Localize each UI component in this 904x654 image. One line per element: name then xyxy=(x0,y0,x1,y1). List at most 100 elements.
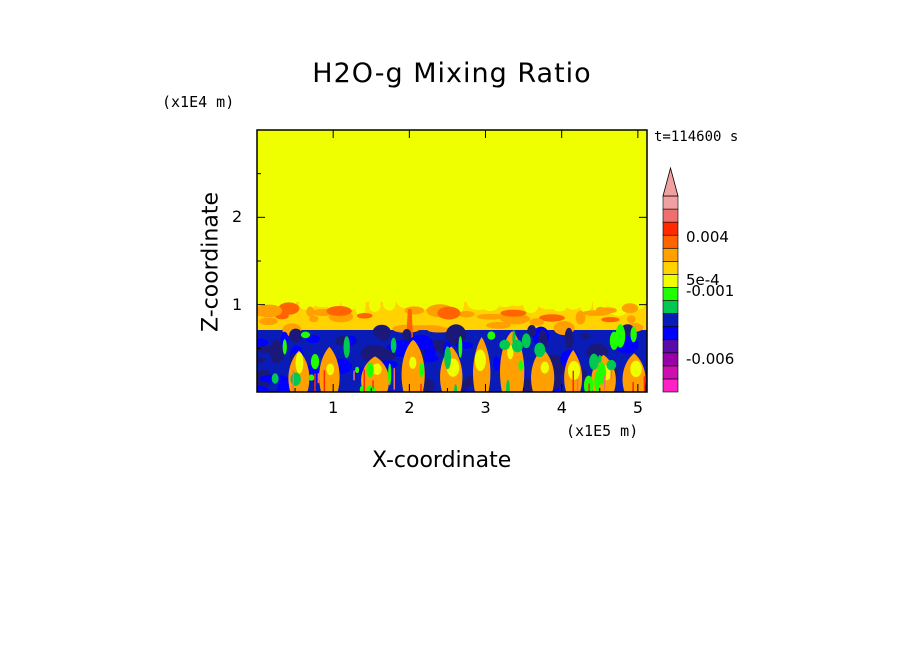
surface-streak xyxy=(603,375,606,391)
boundary-layer-swirl xyxy=(257,357,266,364)
updraft-core xyxy=(295,352,304,374)
mixed-layer-plume xyxy=(529,318,544,326)
colorbar-arrow xyxy=(662,166,679,197)
updraft-core xyxy=(474,349,486,372)
mixed-layer-plume xyxy=(427,327,452,333)
boundary-layer-swirl xyxy=(257,338,269,347)
boundary-layer-filament xyxy=(419,363,425,378)
boundary-layer-filament xyxy=(606,359,617,371)
x-tick-label: 3 xyxy=(480,398,491,417)
time-label: t=114600 s xyxy=(654,129,739,145)
boundary-layer-filament xyxy=(388,363,392,386)
boundary-layer-filament xyxy=(511,339,523,353)
boundary-layer-filament xyxy=(609,331,619,350)
boundary-layer-filament xyxy=(594,371,601,392)
mixed-layer-edge xyxy=(551,297,568,312)
colorbar-segment xyxy=(662,195,679,210)
boundary-layer-swirl xyxy=(269,340,285,364)
colorbar-segment xyxy=(662,378,679,393)
boundary-layer-swirl xyxy=(492,356,501,371)
boundary-layer-filament xyxy=(499,339,511,351)
boundary-layer-filament xyxy=(290,372,301,386)
colorbar-segment xyxy=(662,365,679,380)
boundary-layer-filament xyxy=(458,336,463,358)
mixed-layer-edge xyxy=(579,292,593,313)
boundary-layer-filament xyxy=(506,379,510,392)
x-tick-label: 4 xyxy=(556,398,567,417)
surface-streak xyxy=(363,369,365,392)
surface-streak xyxy=(292,370,294,392)
boundary-layer-filament xyxy=(518,360,524,371)
surface-streak xyxy=(323,370,326,392)
mixed-layer-plume xyxy=(326,306,352,316)
boundary-layer-swirl xyxy=(580,332,590,339)
mixed-layer-edge xyxy=(383,296,396,311)
colorbar-segment xyxy=(662,208,679,223)
mixed-layer-plume xyxy=(404,306,425,315)
mixed-layer-plume xyxy=(601,317,620,323)
colorbar-segment xyxy=(662,247,679,262)
boundary-layer-filament xyxy=(359,385,367,392)
mixed-layer-plume xyxy=(306,306,315,317)
mixed-layer-edge xyxy=(635,297,646,310)
boundary-layer-filament xyxy=(521,333,531,349)
colorbar-segment xyxy=(662,261,679,275)
colorbar-segment xyxy=(662,274,679,288)
boundary-layer-filament xyxy=(282,339,287,355)
z-axis-multiplier: (x1E4 m) xyxy=(162,93,235,111)
x-axis-label: X-coordinate xyxy=(372,448,512,473)
boundary-layer-swirl xyxy=(360,344,389,364)
boundary-layer-swirl xyxy=(289,328,303,343)
colorbar-label: 0.004 xyxy=(686,227,729,246)
x-tick-label: 5 xyxy=(632,398,644,417)
colorbar-segment xyxy=(662,300,679,314)
mixed-layer-edge xyxy=(341,295,359,310)
mixed-layer-plume xyxy=(437,306,461,320)
boundary-layer-swirl xyxy=(306,335,321,344)
surface-streak xyxy=(393,368,396,390)
boundary-layer-swirl xyxy=(527,324,537,337)
colorbar-segment xyxy=(662,326,679,341)
mixed-layer-plume xyxy=(392,324,420,333)
colorbar-segment xyxy=(662,287,679,301)
chart-title: H2O-g Mixing Ratio xyxy=(312,58,592,89)
updraft-core xyxy=(630,360,642,378)
surface-streak xyxy=(588,383,590,392)
boundary-layer-swirl xyxy=(257,385,269,392)
mixed-layer-edge xyxy=(509,298,526,307)
surface-streak xyxy=(610,369,612,379)
updraft-core xyxy=(567,361,581,380)
boundary-layer-filament xyxy=(308,374,315,381)
z-tick-label: 2 xyxy=(232,207,243,227)
boundary-layer-filament xyxy=(310,353,320,370)
mixed-layer-edge xyxy=(369,297,381,312)
mixed-layer-plume xyxy=(486,322,511,329)
boundary-layer-filament xyxy=(487,331,496,340)
colorbar-segment xyxy=(662,352,679,367)
colorbar-label: 5e-4 xyxy=(686,270,720,289)
updraft-core xyxy=(540,361,549,374)
boundary-layer-swirl xyxy=(424,347,434,360)
colorbar-label: -0.001 xyxy=(686,282,735,301)
updraft-core xyxy=(326,363,335,376)
mixed-layer-edge xyxy=(355,293,366,317)
mixed-layer-edge xyxy=(495,298,515,307)
boundary-layer-swirl xyxy=(455,341,473,349)
surface-streak xyxy=(576,379,579,392)
mixed-layer-edge xyxy=(523,294,539,314)
boundary-layer-filament xyxy=(390,337,397,353)
boundary-layer-filament xyxy=(454,384,458,392)
z-tick-label: 1 xyxy=(232,294,243,314)
surface-streak xyxy=(643,376,646,392)
colorbar-segment xyxy=(662,339,679,354)
boundary-layer-filament xyxy=(343,336,350,359)
boundary-layer-filament xyxy=(444,346,452,370)
mixed-layer-plume xyxy=(500,309,527,317)
mixed-layer-plume xyxy=(356,312,373,319)
boundary-layer-filament xyxy=(271,373,279,384)
mixed-layer-plume xyxy=(259,317,278,326)
updraft-core xyxy=(507,345,514,360)
mixed-layer-plume xyxy=(458,311,475,318)
mixed-layer-plume xyxy=(626,315,636,324)
